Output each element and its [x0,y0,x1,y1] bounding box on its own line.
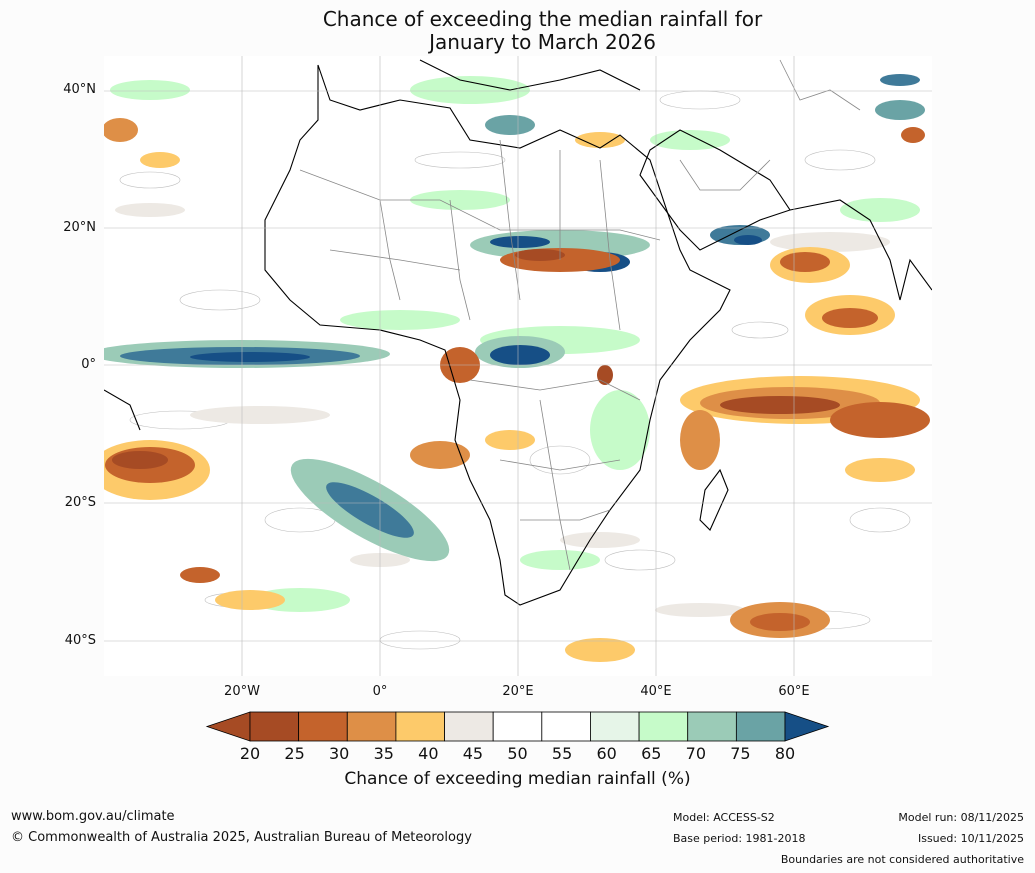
colorbar-label: Chance of exceeding median rainfall (%) [344,769,691,789]
colorbar-tick-label: 80 [774,744,796,763]
lat-label-20n: 20°N [63,220,96,235]
footer-url: www.bom.gov.au/climate [11,809,175,824]
rainfall-anomaly-field [104,56,932,676]
colorbar-tick-label: 45 [462,744,484,763]
footer-base-period: Base period: 1981-2018 [673,832,806,845]
colorbar-tick-label: 35 [373,744,394,763]
dry-patches [104,118,930,662]
title-line-2: January to March 2026 [429,30,656,54]
colorbar-tick-label: 40 [418,744,439,763]
mediterranean-wet [485,74,925,135]
colorbar-tick-label: 75 [730,744,751,763]
footer-model: Model: ACCESS-S2 [673,811,775,824]
colorbar-swatch [735,711,786,742]
footer-model-run: Model run: 08/11/2025 [898,811,1024,824]
colorbar-swatch [346,711,397,742]
congo-wet-blob [475,336,565,368]
colorbar-swatch [687,711,737,742]
lon-label-20e: 20°E [502,684,534,699]
colorbar-tick-label: 55 [551,744,573,763]
atlantic-wet-band [104,340,390,368]
colorbar-tick-label: 30 [328,744,350,763]
colorbar-swatch [541,711,591,742]
lat-label-20s: 20°S [64,495,96,510]
colorbar-tick-label: 50 [507,744,528,763]
footer-issued: Issued: 10/11/2025 [917,832,1024,845]
colorbar-swatch [590,711,640,742]
lon-label-0: 0° [372,684,388,699]
footer-disclaimer: Boundaries are not considered authoritat… [780,853,1024,866]
colorbar-swatch [298,711,348,742]
colorbar-swatch [395,711,445,742]
lon-label-60e: 60°E [778,684,810,699]
colorbar-extend-high [784,711,830,742]
coastlines [104,59,932,606]
colorbar-swatch [492,711,543,742]
colorbar-swatch [249,711,300,742]
colorbar-tick-label: 70 [685,744,706,763]
lat-label-40n: 40°N [63,82,96,97]
country-borders [299,59,861,571]
colorbar-swatch [444,711,494,742]
lat-label-0: 0° [81,357,96,372]
chart-title: Chance of exceeding the median rainfall … [0,8,1035,54]
colorbar-tick-label: 65 [641,744,662,763]
colorbar-tick-label: 25 [284,744,305,763]
colorbar-tick-label: 20 [239,744,261,763]
colorbar-extend-low [205,711,251,742]
lon-label-40e: 40°E [640,684,672,699]
graticule [104,56,932,676]
title-line-1: Chance of exceeding the median rainfall … [322,7,763,31]
footer-copyright: © Commonwealth of Australia 2025, Austra… [11,830,472,845]
lon-label-20w: 20°W [224,684,260,699]
colorbar-swatch [638,711,689,742]
south-atlantic-wet-band [290,458,450,562]
lat-label-40s: 40°S [64,633,96,648]
colorbar-tick-label: 60 [596,744,617,763]
